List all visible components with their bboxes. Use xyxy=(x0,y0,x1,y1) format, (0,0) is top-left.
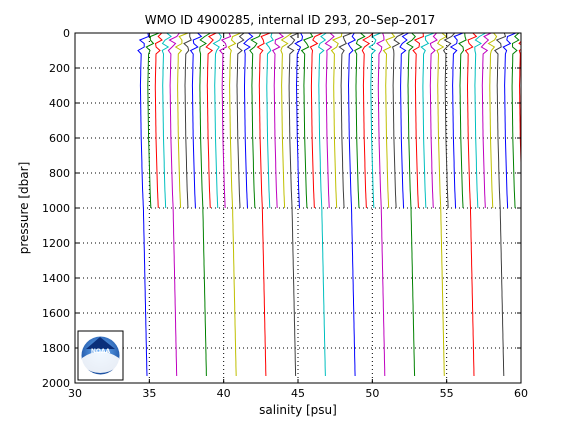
profile-line xyxy=(518,40,521,184)
y-tick-label: 600 xyxy=(49,132,70,145)
profile-line xyxy=(487,33,498,209)
y-tick-label: 2000 xyxy=(42,377,70,390)
profile-line xyxy=(480,33,492,209)
profile-line xyxy=(442,33,456,209)
profile-line xyxy=(511,33,520,209)
profile-line xyxy=(265,33,274,209)
profile-line xyxy=(412,33,424,209)
profile-line xyxy=(368,33,381,209)
y-tick-label: 1800 xyxy=(42,342,70,355)
chart-title: WMO ID 4900285, internal ID 293, 20–Sep–… xyxy=(145,13,436,27)
profile-line xyxy=(354,33,366,209)
profile-line xyxy=(420,33,435,209)
y-tick-label: 0 xyxy=(63,27,70,40)
noaa-logo: NOAA xyxy=(77,330,124,381)
profile-line xyxy=(205,33,217,209)
profile-line xyxy=(494,33,507,377)
profile-line xyxy=(429,33,438,209)
profile-line xyxy=(474,33,486,209)
profile-line xyxy=(317,33,327,377)
profile-line xyxy=(338,33,353,209)
x-axis-label: salinity [psu] xyxy=(259,403,337,417)
profile-line xyxy=(167,33,180,377)
profile-line xyxy=(309,33,323,209)
profile-line xyxy=(280,33,293,209)
profile-line xyxy=(219,33,232,209)
profile-line xyxy=(174,33,189,209)
x-tick-label: 40 xyxy=(217,387,231,400)
profile-line xyxy=(300,33,314,209)
profile-line xyxy=(227,33,241,377)
profile-line xyxy=(249,33,262,209)
profile-line xyxy=(464,33,478,377)
x-tick-label: 50 xyxy=(365,387,379,400)
profile-line xyxy=(189,33,203,209)
profile-line xyxy=(256,33,271,377)
profile-line xyxy=(183,33,192,209)
y-tick-label: 400 xyxy=(49,97,70,110)
x-tick-label: 60 xyxy=(514,387,528,400)
profile-line xyxy=(271,33,285,209)
x-axis-ticks: 30 35 40 45 50 55 60 xyxy=(68,33,528,400)
profile-line xyxy=(436,33,448,377)
profile-line xyxy=(449,33,464,209)
profile-line xyxy=(458,33,467,209)
y-axis-ticks: 0 200 400 600 800 1000 1200 1400 1600 1800 2000 xyxy=(42,27,521,390)
profile-line xyxy=(376,33,386,377)
y-axis-label: pressure [dbar] xyxy=(17,162,31,255)
y-tick-label: 1400 xyxy=(42,272,70,285)
profile-line xyxy=(199,33,211,377)
y-tick-label: 1200 xyxy=(42,237,70,250)
y-tick-label: 1000 xyxy=(42,202,70,215)
profile-line xyxy=(405,33,416,377)
noaa-logo-text: NOAA xyxy=(91,348,111,355)
profile-line xyxy=(212,33,222,209)
plot-area xyxy=(75,33,521,383)
profile-line xyxy=(382,33,396,209)
profile-line xyxy=(361,33,374,209)
salinity-profiles xyxy=(137,33,521,377)
profile-line xyxy=(294,33,304,209)
x-tick-label: 30 xyxy=(68,387,82,400)
profile-line xyxy=(347,33,356,377)
profile-line xyxy=(154,33,163,209)
x-tick-label: 35 xyxy=(142,387,156,400)
x-tick-label: 45 xyxy=(291,387,305,400)
profile-line xyxy=(137,33,150,377)
y-tick-label: 200 xyxy=(49,62,70,75)
profile-line xyxy=(324,33,335,209)
profile-line xyxy=(502,33,516,209)
profile-line xyxy=(399,33,409,209)
profile-line xyxy=(161,33,172,209)
y-tick-label: 800 xyxy=(49,167,70,180)
profile-line xyxy=(391,33,405,209)
profile-line xyxy=(286,33,299,377)
profile-line xyxy=(145,33,160,209)
profile-line xyxy=(330,33,343,209)
profile-line xyxy=(243,33,254,209)
x-tick-label: 55 xyxy=(440,387,454,400)
profile-line xyxy=(236,33,245,209)
y-tick-label: 1600 xyxy=(42,307,70,320)
